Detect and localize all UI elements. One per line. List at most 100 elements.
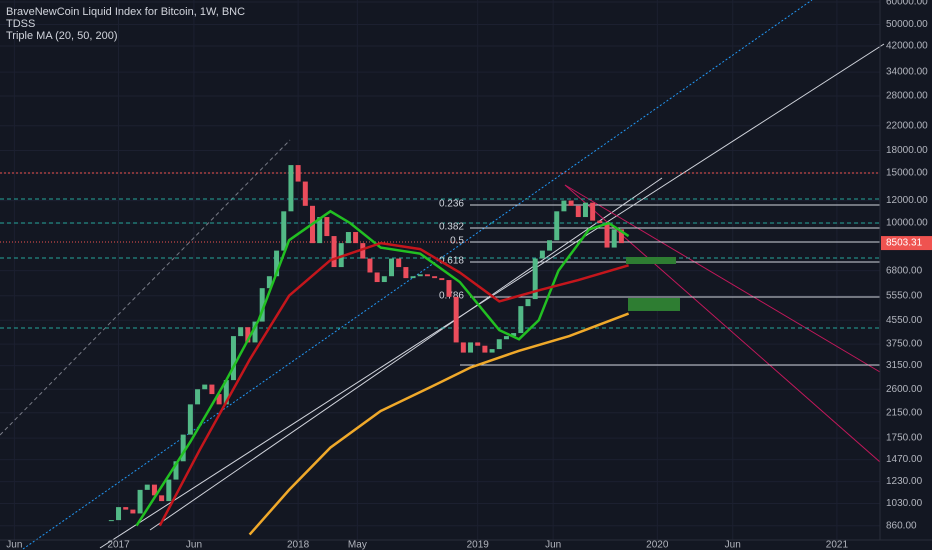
candle: [396, 258, 402, 268]
y-tick-label: 34000.00: [886, 67, 928, 78]
candle: [547, 240, 553, 251]
candle: [345, 232, 351, 244]
candle: [590, 202, 596, 221]
candle: [518, 306, 524, 334]
candle: [389, 258, 395, 277]
chart-title: BraveNewCoin Liquid Index for Bitcoin, 1…: [6, 6, 245, 18]
candle: [446, 280, 452, 297]
candle: [532, 258, 538, 300]
candle: [432, 276, 438, 279]
x-tick-label: Jun: [725, 540, 741, 550]
candle: [360, 243, 366, 259]
candle: [597, 220, 603, 224]
candle: [187, 404, 193, 435]
moving-average: [158, 241, 629, 527]
candle: [159, 495, 165, 502]
candle: [223, 380, 229, 405]
candle: [575, 205, 581, 218]
candle: [202, 384, 208, 390]
candle: [295, 165, 301, 182]
candle: [367, 258, 373, 273]
y-tick-label: 18000.00: [886, 145, 928, 156]
candle: [238, 327, 244, 337]
candle: [151, 484, 157, 496]
candle: [209, 384, 215, 395]
candle: [539, 250, 545, 259]
candle: [353, 232, 359, 244]
y-tick-label: 2600.00: [886, 384, 923, 395]
x-tick-label: 2019: [467, 540, 490, 550]
trend-line: [564, 184, 881, 373]
candle: [324, 217, 330, 237]
candle: [604, 223, 610, 248]
candle: [130, 509, 136, 514]
candle: [166, 479, 172, 502]
candle: [317, 217, 323, 244]
candle: [503, 336, 509, 340]
y-tick-label: 22000.00: [886, 120, 928, 131]
candle: [144, 484, 150, 490]
candle: [331, 236, 337, 268]
candle: [460, 342, 466, 353]
y-tick-label: 1030.00: [886, 498, 923, 509]
y-tick-label: 860.00: [886, 520, 917, 531]
x-tick-label: Jun: [545, 540, 561, 550]
y-tick-label: 42000.00: [886, 41, 928, 52]
candle: [475, 342, 481, 346]
candle: [554, 211, 560, 241]
candle: [611, 229, 617, 248]
fib-label: 0.5: [450, 236, 464, 247]
drawings: [0, 0, 885, 550]
candle: [511, 333, 517, 337]
fib-labels: 0.236 0.382 0.5 0.618 0.786: [439, 199, 464, 302]
y-tick-label: 5550.00: [886, 290, 923, 301]
candle: [195, 389, 201, 405]
candle: [489, 349, 495, 353]
candle: [403, 267, 409, 279]
y-tick-label: 2150.00: [886, 407, 923, 418]
fib-label: 0.618: [439, 256, 464, 267]
trend-line: [149, 177, 663, 531]
x-tick-label: 2017: [107, 540, 130, 550]
y-tick-label: 3750.00: [886, 339, 923, 350]
candle: [266, 276, 272, 289]
x-tick-label: Jun: [186, 540, 202, 550]
candle: [116, 507, 122, 521]
candle: [381, 276, 387, 283]
candle: [180, 434, 186, 462]
y-tick-label: 10000.00: [886, 218, 928, 229]
indicator-label: Triple MA (20, 50, 200): [6, 30, 117, 42]
last-price-label: 8503.31: [886, 238, 923, 249]
candle: [561, 200, 567, 212]
candle: [216, 394, 222, 405]
indicator-label: TDSS: [6, 18, 35, 30]
candle: [288, 165, 294, 212]
candle: [582, 202, 588, 218]
candle: [496, 339, 502, 350]
x-tick-label: May: [348, 540, 367, 550]
y-tick-label: 1470.00: [886, 454, 923, 465]
y-tick-label: 15000.00: [886, 168, 928, 179]
candle: [374, 272, 380, 283]
candle: [417, 274, 423, 277]
grid: [0, 0, 880, 540]
candle: [410, 276, 416, 279]
candle: [302, 181, 308, 206]
trend-line: [0, 139, 291, 436]
trend-line: [20, 0, 813, 550]
candle: [245, 327, 251, 343]
x-tick-label: 2021: [826, 540, 849, 550]
candle: [482, 345, 488, 353]
y-tick-label: 60000.00: [886, 0, 928, 8]
y-tick-label: 28000.00: [886, 91, 928, 102]
candle: [424, 274, 430, 277]
candle: [274, 250, 280, 277]
x-tick-label: 2020: [646, 540, 669, 550]
y-tick-label: 6800.00: [886, 265, 923, 276]
candle: [252, 321, 258, 343]
candle: [453, 296, 459, 343]
zone-box: [628, 298, 680, 311]
y-tick-label: 1750.00: [886, 433, 923, 444]
last-price-box: [881, 236, 932, 251]
